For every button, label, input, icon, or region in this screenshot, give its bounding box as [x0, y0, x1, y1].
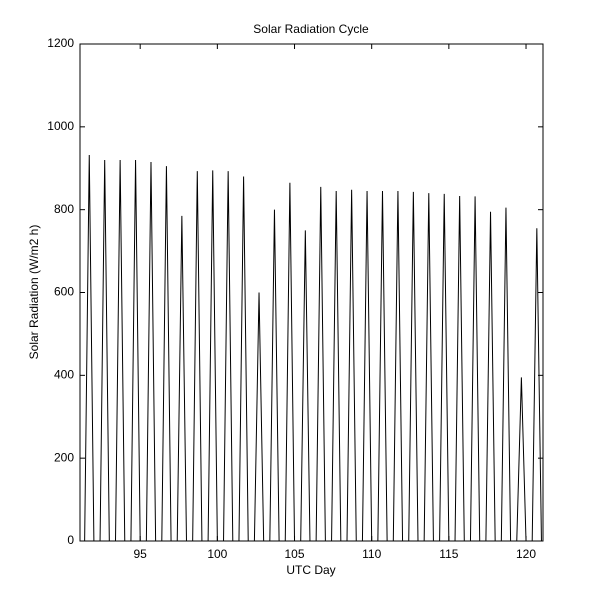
y-axis-label: Solar Radiation (W/m2 h)	[27, 225, 41, 360]
y-tick-label: 0	[67, 533, 74, 547]
x-tick-label: 100	[207, 547, 227, 561]
y-tick-label: 400	[54, 368, 74, 382]
y-tick-label: 1000	[47, 119, 74, 133]
data-line	[84, 154, 542, 542]
x-axis-label: UTC Day	[286, 563, 335, 577]
x-tick-label: 115	[439, 547, 458, 561]
x-tick-label: 120	[516, 547, 536, 561]
x-tick-label: 110	[362, 547, 381, 561]
x-tick-label: 105	[285, 547, 305, 561]
y-tick-label: 600	[54, 285, 74, 299]
y-tick-label: 200	[54, 450, 74, 464]
chart-title: Solar Radiation Cycle	[253, 22, 369, 36]
y-tick-label: 1200	[47, 36, 74, 50]
y-tick-label: 800	[54, 202, 74, 216]
x-tick-label: 95	[134, 547, 148, 561]
